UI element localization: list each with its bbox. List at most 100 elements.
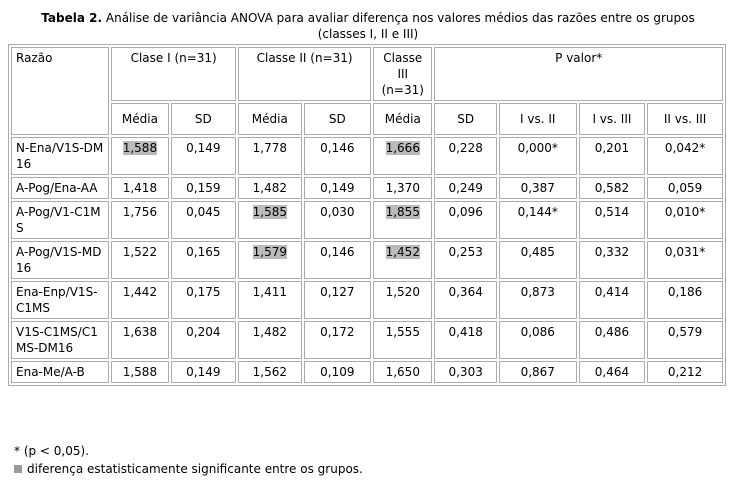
cell-text: 1,650 <box>385 365 420 379</box>
footnote: diferença estatisticamente significante … <box>14 460 363 478</box>
cell-text: 0,332 <box>594 245 630 259</box>
cell-text: 0,867 <box>520 365 555 379</box>
cell: 0,146 <box>303 241 372 279</box>
subheader-cell: Média <box>238 103 302 135</box>
cell-text: 0,109 <box>320 365 355 379</box>
cell: 0,086 <box>498 321 577 359</box>
cell-text: 1,562 <box>252 365 287 379</box>
cell-text: 0,387 <box>520 181 555 195</box>
cell-text: 1,588 <box>122 365 158 379</box>
subheader-cell: SD <box>303 103 372 135</box>
cell-text: 1,482 <box>252 181 287 195</box>
cell-text: Ena-Me/A-B <box>16 365 85 379</box>
cell-text: 1,418 <box>122 181 158 195</box>
header-row: Razão Clase I (n=31) Classe II (n=31) Class… <box>11 47 723 135</box>
table: Razão Clase I (n=31) Classe II (n=31) Class… <box>8 44 726 386</box>
cell: 0,204 <box>170 321 237 359</box>
cell-text: 0,873 <box>520 285 555 299</box>
cell-text: 0,485 <box>520 245 555 259</box>
cell: 0,031* <box>647 241 723 279</box>
cell-text: 1,855 <box>385 205 420 219</box>
row-label: N-Ena/V1S-DM16 <box>11 137 110 175</box>
cell: 0,201 <box>578 137 646 175</box>
cell-text: 1,778 <box>252 141 287 155</box>
cell-text: 0,464 <box>594 365 630 379</box>
table-row: N-Ena/V1S-DM16 1,588 0,149 1,778 0,146 1,666 0… <box>11 137 723 175</box>
cell-text: 1,666 <box>385 141 420 155</box>
legend-swatch <box>14 465 22 473</box>
cell-text: V1S-C1MS/C1MS-DM16 <box>16 325 98 355</box>
cell: 0,249 <box>434 177 497 199</box>
cell: 1,520 <box>373 281 433 319</box>
cell: 0,387 <box>498 177 577 199</box>
cell-text: 0,579 <box>667 325 703 339</box>
cell: 0,579 <box>647 321 723 359</box>
cell-text: 0,146 <box>320 141 355 155</box>
header-cell: Razão <box>11 47 110 135</box>
cell: 0,144* <box>498 201 577 239</box>
subheader-cell: SD <box>434 103 497 135</box>
cell-text: 0,030 <box>320 205 355 219</box>
cell: 0,212 <box>647 361 723 383</box>
cell: 1,442 <box>111 281 169 319</box>
cell: 0,010* <box>647 201 723 239</box>
table-row: Ena-Me/A-B 1,588 0,149 1,562 0,109 1,650 0,303… <box>11 361 723 383</box>
cell-text: 0,149 <box>320 181 355 195</box>
cell-text: 1,588 <box>122 141 158 155</box>
cell: 0,127 <box>303 281 372 319</box>
cell-text: 0,303 <box>448 365 483 379</box>
table-row: A-Pog/V1-C1MS 1,756 0,045 1,585 0,030 1,855 0,… <box>11 201 723 239</box>
cell-text: 0,086 <box>520 325 555 339</box>
cell-text: 0,045 <box>186 205 221 219</box>
subheader-cell: II vs. III <box>647 103 723 135</box>
cell-text: Ena-Enp/V1S-C1MS <box>16 285 98 315</box>
cell-text: 1,452 <box>385 245 420 259</box>
cell-text: 0,096 <box>448 205 483 219</box>
cell-text: 1,482 <box>252 325 287 339</box>
cell-text: 1,370 <box>385 181 420 195</box>
cell-text: 1,411 <box>252 285 287 299</box>
subheader-row: Média SD Média SD Média SD I vs. II I vs. III II… <box>11 103 723 135</box>
cell-text: 1,756 <box>122 205 158 219</box>
cell: 1,522 <box>111 241 169 279</box>
cell: 1,411 <box>238 281 302 319</box>
cell: 0,149 <box>170 137 237 175</box>
cell: 1,778 <box>238 137 302 175</box>
cell-text: 0,228 <box>448 141 483 155</box>
cell: 0,045 <box>170 201 237 239</box>
cell-text: 0,149 <box>186 141 221 155</box>
table-row: V1S-C1MS/C1MS-DM16 1,638 0,204 1,482 0,172 1,… <box>11 321 723 359</box>
row-label: Ena-Enp/V1S-C1MS <box>11 281 110 319</box>
row-label: Ena-Me/A-B <box>11 361 110 383</box>
subheader-cell: I vs. II <box>498 103 577 135</box>
cell-text: 0,582 <box>594 181 630 195</box>
cell-text: 0,486 <box>594 325 630 339</box>
cell: 0,146 <box>303 137 372 175</box>
cell-text: 0,186 <box>667 285 703 299</box>
cell-text: 0,172 <box>320 325 355 339</box>
cell: 1,638 <box>111 321 169 359</box>
cell: 1,855 <box>373 201 433 239</box>
cell-text: 1,520 <box>385 285 420 299</box>
cell: 0,485 <box>498 241 577 279</box>
cell: 0,464 <box>578 361 646 383</box>
subheader-cell: Média <box>111 103 169 135</box>
cell: 0,109 <box>303 361 372 383</box>
cell-text: 0,175 <box>186 285 221 299</box>
cell: 0,228 <box>434 137 497 175</box>
cell: 1,562 <box>238 361 302 383</box>
cell: 1,585 <box>238 201 302 239</box>
header-cell: Classe III (n=31) <box>373 47 433 101</box>
cell-text: 0,418 <box>448 325 483 339</box>
cell-text: 1,442 <box>122 285 158 299</box>
cell-text: 1,522 <box>122 245 158 259</box>
header-cell: Clase I (n=31) <box>111 47 237 101</box>
cell: 0,000* <box>498 137 577 175</box>
footnote-text: diferença estatisticamente significante … <box>27 462 363 476</box>
row-label: A-Pog/V1-C1MS <box>11 201 110 239</box>
cell: 1,482 <box>238 321 302 359</box>
cell: 1,666 <box>373 137 433 175</box>
cell: 1,452 <box>373 241 433 279</box>
cell: 0,175 <box>170 281 237 319</box>
cell: 0,096 <box>434 201 497 239</box>
